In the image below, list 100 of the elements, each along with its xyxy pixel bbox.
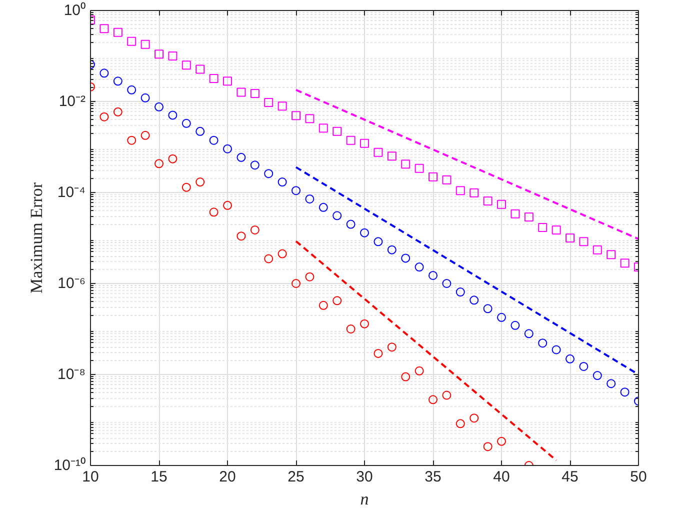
point [470,414,479,423]
point [209,136,218,145]
point [113,76,122,86]
x-tick-label: 45 [562,468,578,486]
point [196,64,205,74]
point [552,225,561,234]
point [579,237,588,246]
point [497,436,506,446]
point [442,175,452,184]
point [264,169,274,178]
point [360,319,369,328]
point [140,93,150,102]
point [401,254,410,263]
point [278,102,287,111]
point [414,262,424,272]
point [524,212,534,222]
point [606,379,616,388]
point [592,245,602,254]
point [606,250,616,260]
point [250,225,260,234]
point [332,126,342,136]
point [223,76,232,86]
point [236,232,246,241]
point [292,111,300,120]
point [332,296,342,306]
point [264,254,274,264]
point [278,178,287,187]
point [374,148,383,157]
point [100,68,109,78]
point [497,312,506,322]
point [456,419,465,428]
point [318,124,328,133]
point [346,324,356,334]
x-tick-label: 50 [630,468,647,486]
point [127,85,136,94]
point [305,272,314,282]
point [387,152,396,161]
point [346,136,356,145]
point [250,88,260,98]
point [154,102,164,112]
y-axis-title: Maximum Error [26,182,46,294]
point [510,209,520,218]
point [236,88,246,97]
point [360,228,369,238]
point [566,354,574,364]
point [305,114,314,124]
point [236,152,246,162]
point [552,345,561,354]
y-tick-label: 10⁻⁶ [58,275,86,292]
point [100,112,109,122]
point [305,194,314,204]
point [168,154,178,164]
point [592,371,602,380]
point [387,245,396,254]
point [360,138,369,148]
point [538,338,548,348]
x-tick-label: 20 [219,468,236,486]
point [470,188,479,198]
point [524,329,534,338]
y-tick-label: 10⁰ [64,2,86,19]
point [292,186,300,196]
point [428,270,438,280]
y-tick-label: 10⁻² [58,93,86,110]
point [250,160,260,170]
point [428,172,438,182]
point [483,442,492,452]
point [318,300,328,310]
point [428,395,438,404]
x-tick-label: 30 [356,468,373,486]
point [497,200,506,209]
x-tick-label: 25 [288,468,304,486]
x-tick-label: 35 [424,468,442,486]
point [113,107,122,116]
point [140,40,150,49]
point [113,28,122,37]
point [483,304,492,314]
point [182,60,191,70]
point [209,208,218,217]
point [414,164,424,173]
point [346,220,356,229]
point [223,144,232,154]
point [374,237,383,246]
y-tick-label: 10⁻⁴ [57,184,86,201]
point [538,223,548,232]
point [566,234,574,242]
point [510,320,520,330]
point [401,160,410,169]
point [140,130,150,140]
point [209,74,218,84]
point [154,159,164,168]
point [168,52,178,60]
point [483,196,492,206]
point [292,279,300,288]
x-tick-label: 10 [82,468,99,486]
point [196,126,205,136]
point [442,390,452,400]
point [456,288,465,297]
x-axis-title: n [360,490,369,508]
point [387,342,396,352]
point [374,348,383,358]
